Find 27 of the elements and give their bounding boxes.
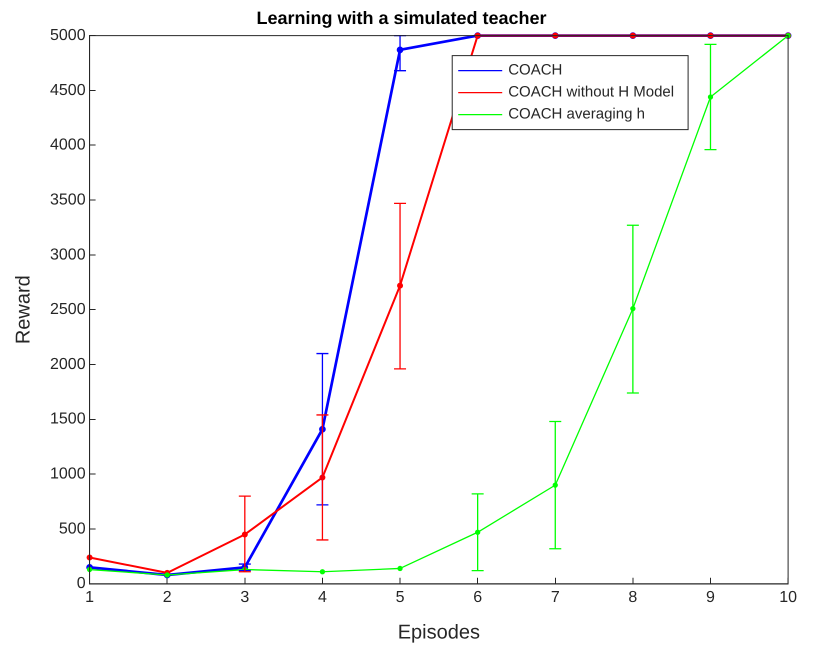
y-tick-label: 4500: [50, 82, 86, 99]
x-tick-label: 2: [162, 588, 172, 606]
x-tick-label: 1: [85, 588, 94, 606]
x-tick-label: 7: [550, 588, 560, 606]
x-tick-label: 5: [396, 588, 405, 606]
legend-label: COACH: [508, 62, 562, 79]
x-tick-label: 9: [706, 588, 716, 606]
x-tick-label: 4: [318, 588, 327, 606]
legend-label: COACH without H Model: [508, 84, 674, 101]
y-tick-label: 1500: [50, 410, 86, 428]
chart-title: Learning with a simulated teacher: [256, 8, 547, 28]
y-tick-label: 500: [58, 520, 86, 538]
y-tick-label: 4000: [50, 136, 86, 154]
x-axis-title: Episodes: [398, 622, 480, 644]
y-tick-label: 3000: [50, 246, 86, 264]
x-tick-label: 8: [628, 588, 638, 606]
y-tick-label: 0: [76, 575, 86, 592]
y-tick-label: 1000: [50, 466, 86, 483]
y-tick-label: 2000: [50, 356, 86, 373]
y-tick-label: 3500: [50, 191, 86, 208]
y-tick-label: 5000: [50, 27, 86, 44]
legend-label: COACH averaging h: [508, 106, 645, 123]
x-tick-label: 6: [473, 588, 482, 606]
x-tick-label: 3: [240, 588, 250, 606]
y-axis-title: Reward: [12, 275, 35, 344]
y-tick-label: 2500: [50, 301, 86, 318]
x-tick-label: 10: [779, 588, 798, 606]
